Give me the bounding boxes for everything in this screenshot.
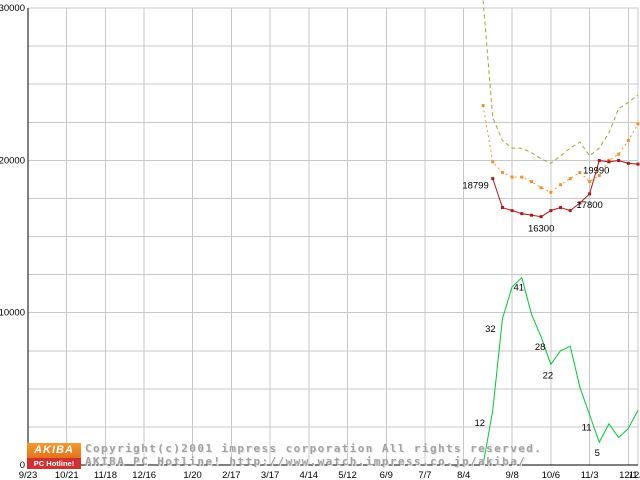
- x-tick-label: 8/4: [457, 470, 470, 480]
- series-highest-price: [482, 0, 639, 164]
- series-average-price-marker: [588, 180, 592, 184]
- annotation-label: 22: [543, 370, 554, 381]
- x-tick-label: 9/23: [19, 470, 38, 480]
- series-average-price-marker: [617, 152, 621, 156]
- series-shop-count: [482, 276, 639, 466]
- x-tick-label: 3/17: [261, 470, 280, 480]
- series-average-price-marker: [491, 160, 495, 164]
- annotation-label: 28: [535, 342, 546, 353]
- series-average-price-marker: [539, 186, 543, 190]
- series-lowest-price: [492, 159, 639, 218]
- x-tick-label: 12/1: [619, 470, 638, 480]
- series-lowest-price-marker: [510, 209, 514, 213]
- y-tick-label: 0: [20, 460, 25, 471]
- series-lowest-price-marker: [617, 158, 621, 162]
- series-average-price-marker: [578, 171, 582, 175]
- series-average-price-marker: [559, 183, 563, 187]
- x-tick-label: 10/6: [542, 470, 561, 480]
- annotation-label: 12: [474, 418, 485, 429]
- annotation-label: 41: [514, 283, 525, 294]
- annotation-label: 19990: [583, 165, 609, 176]
- series-average-price-marker: [597, 174, 601, 178]
- x-tick-label: 11/3: [581, 470, 599, 480]
- series-lowest-price-marker: [568, 209, 572, 213]
- series-average-price-marker: [568, 177, 572, 181]
- series-lowest-price-marker: [520, 212, 524, 216]
- x-tick-label: 5/12: [338, 470, 357, 480]
- series-lowest-price-marker: [578, 201, 582, 205]
- x-tick-label: 4/14: [300, 470, 319, 480]
- x-tick-label: 1/20: [183, 470, 202, 480]
- series-average-price-marker: [500, 171, 504, 175]
- series-lowest-price-marker: [529, 213, 533, 217]
- annotation-label: 32: [485, 324, 496, 335]
- y-tick-label: 10000: [0, 308, 25, 319]
- series-average-price-marker: [510, 175, 514, 179]
- series-average-price-marker: [529, 180, 533, 184]
- series-average-price-marker: [520, 175, 524, 179]
- y-tick-label: 30000: [0, 3, 25, 14]
- series-lowest-price-marker: [626, 161, 630, 165]
- annotation-label: 18799: [462, 181, 488, 192]
- series-lowest-price-marker: [588, 192, 592, 196]
- series-lowest-price-marker: [559, 206, 563, 210]
- series-lowest-price-marker: [539, 215, 543, 219]
- series-lowest-price-marker: [491, 177, 495, 181]
- x-tick-label: 9/8: [506, 470, 519, 480]
- series-average-price-marker: [607, 158, 611, 162]
- series-average-price-marker: [636, 122, 640, 126]
- annotation-label: 5: [595, 448, 600, 459]
- series-lowest-price-marker: [549, 209, 553, 213]
- series-lowest-price-marker: [607, 160, 611, 164]
- annotation-label: 11: [582, 423, 592, 434]
- annotation-label: 17800: [576, 200, 602, 211]
- series-lowest-price-marker: [500, 206, 504, 210]
- series-average-price-marker: [481, 103, 485, 107]
- x-tick-label: 12/8: [629, 470, 640, 480]
- x-tick-label: 6/9: [380, 470, 393, 480]
- series-average-price-marker: [549, 190, 553, 194]
- x-tick-label: 2/17: [222, 470, 241, 480]
- x-tick-label: 10/21: [55, 470, 79, 480]
- annotation-label: 16300: [528, 224, 554, 235]
- x-tick-label: 11/18: [94, 470, 117, 480]
- series-lowest-price-marker: [597, 158, 601, 162]
- x-tick-label: 12/16: [132, 470, 156, 480]
- series-lowest-price-marker: [636, 162, 640, 166]
- series-average-price-marker: [626, 139, 630, 143]
- y-tick-label: 20000: [0, 155, 25, 166]
- x-tick-label: 7/7: [418, 470, 431, 480]
- series-average-price: [482, 105, 639, 193]
